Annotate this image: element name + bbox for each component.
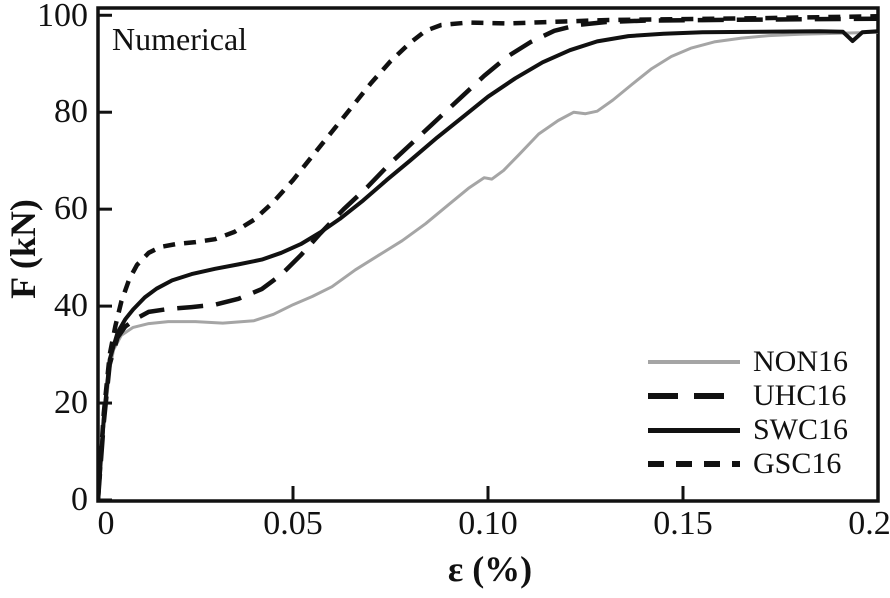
y-tick-label: 100 — [37, 0, 88, 34]
legend-item-uhc16: UHC16 — [648, 379, 886, 413]
y-tick-label: 60 — [54, 190, 88, 227]
legend-label: GSC16 — [753, 447, 842, 480]
series-line-non16 — [98, 30, 878, 501]
y-tick-label: 20 — [54, 384, 88, 421]
legend-item-gsc16: GSC16 — [648, 447, 886, 481]
chart-legend: NON16 UHC16 SWC16 GSC16 — [648, 345, 886, 481]
legend-line-sample — [648, 360, 740, 364]
legend-label: SWC16 — [753, 413, 849, 446]
legend-label: UHC16 — [753, 379, 847, 412]
y-tick-label: 0 — [71, 481, 88, 518]
legend-label: NON16 — [753, 345, 848, 378]
series-line-uhc16 — [98, 16, 878, 501]
series-line-swc16 — [98, 29, 878, 501]
legend-line-sample — [648, 393, 740, 399]
x-tick-label: 0 — [97, 505, 115, 542]
legend-line-sample — [648, 461, 740, 467]
x-tick-label: 0.15 — [653, 505, 713, 542]
x-tick-label: 0.05 — [263, 505, 323, 542]
annotation-label: Numerical — [112, 21, 248, 57]
x-axis-label: ε (%) — [447, 549, 533, 589]
legend-item-non16: NON16 — [648, 345, 886, 379]
x-tick-label: 0.10 — [458, 505, 518, 542]
y-tick-label: 40 — [54, 287, 88, 324]
x-tick-label: 0.20 — [848, 505, 890, 542]
y-tick-label: 80 — [54, 93, 88, 130]
legend-line-sample — [648, 427, 740, 433]
series-line-gsc16 — [98, 13, 878, 501]
legend-item-swc16: SWC16 — [648, 413, 886, 447]
